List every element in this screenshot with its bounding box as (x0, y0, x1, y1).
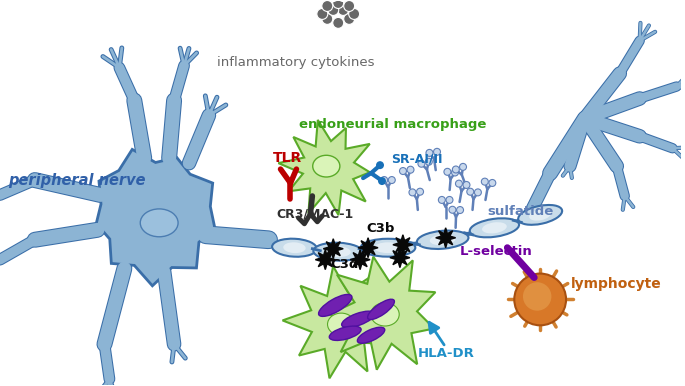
Polygon shape (97, 149, 214, 286)
Ellipse shape (482, 222, 507, 234)
Circle shape (523, 282, 551, 311)
Circle shape (333, 17, 344, 28)
Circle shape (466, 188, 474, 195)
Polygon shape (329, 257, 436, 370)
Circle shape (444, 168, 451, 175)
Polygon shape (315, 250, 335, 269)
Circle shape (452, 166, 460, 173)
Ellipse shape (368, 299, 395, 320)
Text: SR-AI/II: SR-AI/II (391, 152, 443, 165)
Text: HLA-DR: HLA-DR (418, 347, 475, 360)
Circle shape (381, 176, 388, 183)
Text: peripheral nerve: peripheral nerve (8, 173, 145, 188)
Circle shape (344, 14, 355, 24)
Ellipse shape (429, 234, 456, 245)
Text: sulfatide: sulfatide (488, 205, 553, 218)
Ellipse shape (417, 230, 469, 249)
Text: inflammatory cytokines: inflammatory cytokines (216, 56, 374, 69)
Circle shape (378, 177, 386, 185)
Circle shape (376, 161, 384, 169)
Ellipse shape (326, 246, 351, 257)
Text: C3d: C3d (330, 257, 359, 271)
Circle shape (328, 5, 338, 15)
Ellipse shape (313, 155, 340, 177)
Circle shape (438, 196, 445, 203)
Circle shape (409, 189, 416, 196)
Circle shape (416, 188, 423, 195)
Circle shape (475, 189, 482, 196)
Ellipse shape (518, 205, 562, 225)
Polygon shape (278, 120, 370, 215)
Circle shape (456, 180, 462, 187)
Circle shape (317, 8, 328, 19)
Circle shape (489, 179, 496, 186)
Circle shape (338, 0, 349, 2)
Ellipse shape (272, 239, 317, 257)
Circle shape (328, 0, 338, 2)
Circle shape (460, 163, 466, 170)
Polygon shape (436, 228, 456, 248)
Polygon shape (323, 239, 343, 259)
Circle shape (449, 206, 456, 213)
Circle shape (388, 176, 395, 183)
Circle shape (407, 166, 414, 173)
Text: CR3/MAC-1: CR3/MAC-1 (277, 208, 353, 221)
Ellipse shape (140, 209, 178, 237)
Ellipse shape (371, 303, 399, 326)
Circle shape (333, 0, 344, 8)
Ellipse shape (360, 239, 415, 257)
Ellipse shape (374, 242, 401, 253)
Circle shape (349, 8, 360, 19)
Circle shape (344, 0, 355, 12)
Circle shape (434, 148, 440, 155)
Circle shape (514, 274, 566, 325)
Circle shape (418, 160, 425, 167)
Circle shape (457, 207, 464, 213)
Ellipse shape (327, 313, 355, 335)
Circle shape (451, 169, 458, 176)
Circle shape (322, 14, 333, 24)
Circle shape (482, 178, 488, 185)
Text: lymphocyte: lymphocyte (571, 276, 662, 291)
Polygon shape (282, 266, 396, 378)
Ellipse shape (319, 295, 352, 317)
Ellipse shape (284, 242, 306, 253)
Polygon shape (393, 235, 413, 255)
Circle shape (425, 158, 432, 165)
Text: endoneurial macrophage: endoneurial macrophage (299, 119, 486, 131)
Text: L-selectin: L-selectin (460, 245, 532, 258)
Ellipse shape (313, 243, 363, 261)
Text: C3b: C3b (366, 222, 395, 235)
Text: TLR: TLR (273, 151, 302, 165)
Circle shape (446, 196, 453, 203)
Ellipse shape (358, 327, 385, 343)
Ellipse shape (329, 326, 361, 340)
Polygon shape (358, 238, 378, 258)
Circle shape (399, 168, 406, 174)
Circle shape (426, 149, 433, 156)
Ellipse shape (470, 218, 519, 237)
Ellipse shape (530, 209, 551, 221)
Ellipse shape (342, 311, 375, 327)
Polygon shape (350, 250, 370, 269)
Circle shape (338, 5, 349, 15)
Circle shape (463, 181, 470, 188)
Polygon shape (390, 248, 410, 267)
Circle shape (322, 0, 333, 12)
